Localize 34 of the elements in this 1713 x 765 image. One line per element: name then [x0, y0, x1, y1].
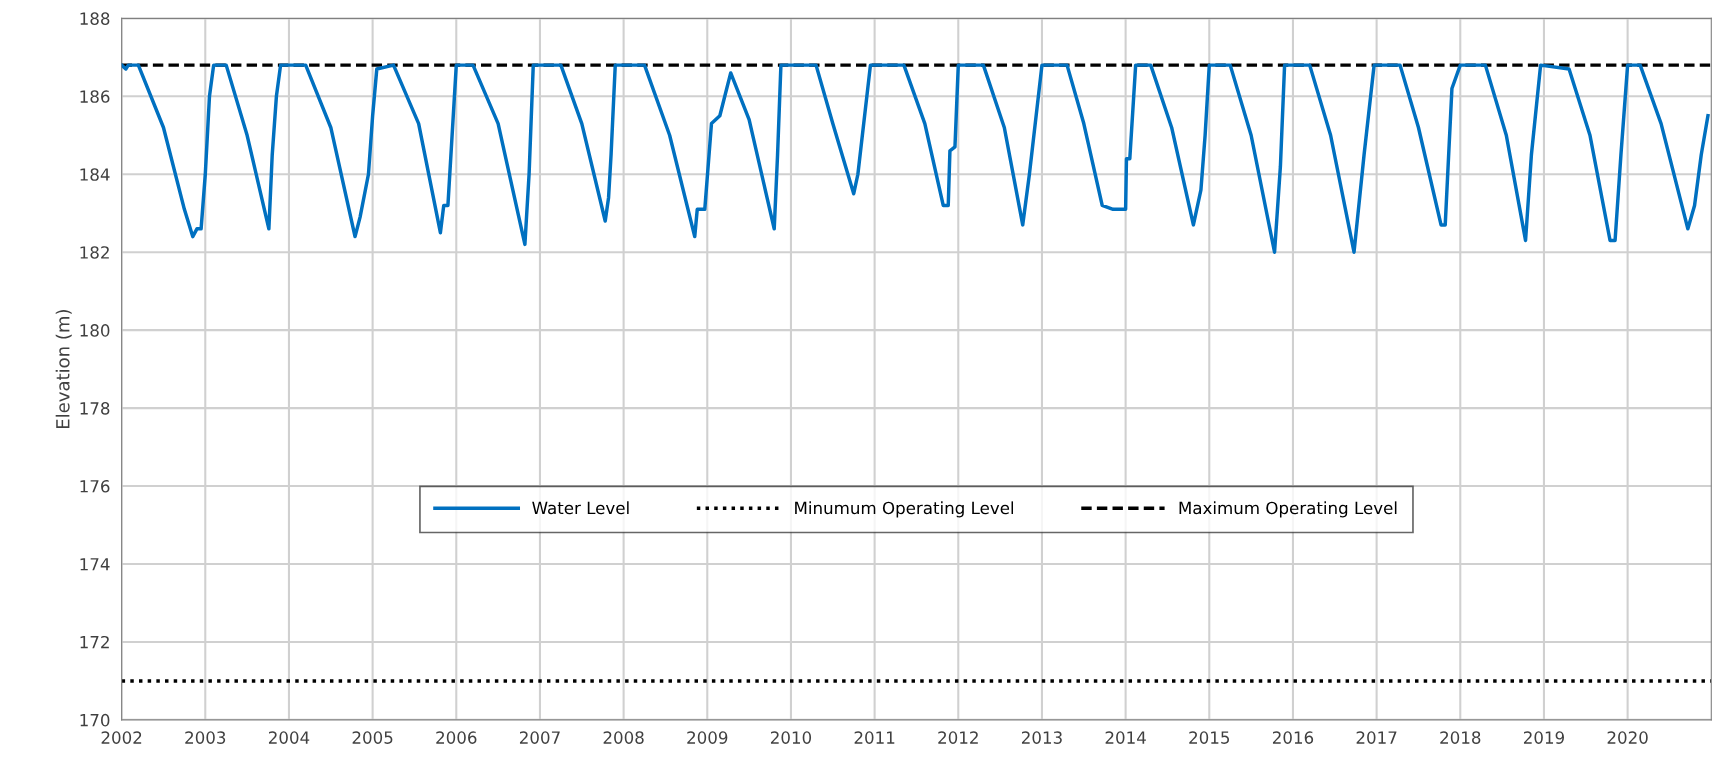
x-tick-label: 2019 — [1523, 731, 1564, 744]
x-tick-label: 2008 — [603, 731, 644, 744]
y-tick-label: 176 — [80, 479, 110, 493]
x-tick-label: 2002 — [101, 731, 142, 744]
y-tick-label: 170 — [80, 713, 110, 727]
x-tick-label: 2004 — [268, 731, 310, 744]
x-tick-label: 2017 — [1356, 731, 1397, 744]
x-tick-label: 2015 — [1189, 731, 1230, 744]
y-tick-label: 182 — [80, 246, 109, 259]
y-tick-label: 174 — [80, 558, 110, 571]
y-tick-label: 180 — [80, 324, 110, 337]
x-tick-label: 2020 — [1607, 731, 1648, 744]
legend-label: Water Level — [532, 501, 629, 515]
x-tick-label: 2013 — [1021, 731, 1062, 744]
x-tick-label: 2006 — [436, 731, 477, 744]
y-tick-label: 188 — [80, 12, 110, 25]
y-tick-label: 178 — [80, 402, 110, 415]
x-tick-label: 2011 — [854, 731, 895, 744]
y-tick-label: 184 — [80, 168, 110, 181]
x-tick-label: 2009 — [687, 731, 728, 744]
x-tick-label: 2018 — [1440, 731, 1481, 744]
x-tick-label: 2007 — [519, 731, 560, 744]
y-tick-label: 186 — [80, 90, 110, 103]
x-tick-label: 2005 — [352, 731, 393, 744]
y-axis-title: Elevation (m) — [55, 310, 72, 428]
x-tick-label: 2012 — [938, 731, 978, 744]
x-tick-label: 2016 — [1272, 731, 1314, 744]
y-tick-label: 172 — [80, 635, 109, 649]
x-tick-label: 2010 — [770, 731, 812, 744]
line-series — [121, 63, 1710, 254]
legend-label: Minumum Operating Level — [795, 501, 1014, 518]
x-tick-label: 2003 — [185, 731, 226, 744]
x-tick-label: 2014 — [1105, 731, 1146, 744]
legend-label: Maximum Operating Level — [1179, 501, 1397, 518]
